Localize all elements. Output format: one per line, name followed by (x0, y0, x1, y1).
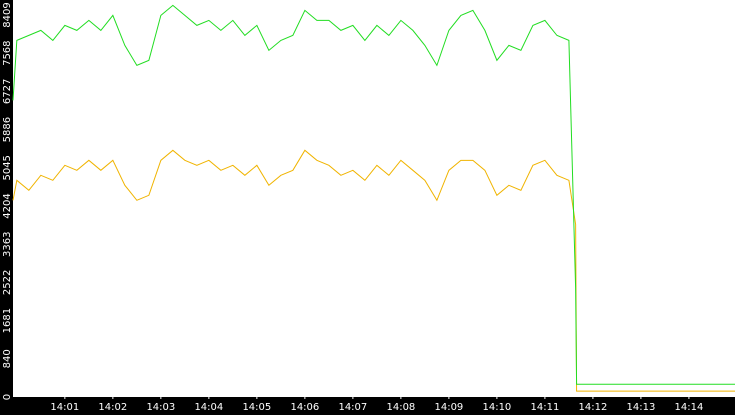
y-tick-label: 2522 (2, 270, 13, 295)
x-tick-label: 14:12 (578, 402, 607, 413)
x-tick-label: 14:05 (242, 402, 271, 413)
x-tick-label: 14:02 (98, 402, 127, 413)
x-tick-label: 14:08 (386, 402, 415, 413)
x-tick-label: 14:03 (146, 402, 175, 413)
x-tick-label: 14:11 (530, 402, 559, 413)
series-line (12, 4, 735, 385)
x-tick-label: 14:14 (675, 402, 704, 413)
x-tick-label: 14:10 (482, 402, 511, 413)
y-tick-label: 3363 (2, 231, 13, 256)
y-tick-label: 7568 (2, 40, 13, 65)
x-tick-label: 14:13 (626, 402, 655, 413)
x-tick-label: 14:09 (434, 402, 463, 413)
y-tick-label: 5886 (2, 117, 13, 142)
y-tick-label: 1681 (2, 308, 13, 333)
y-tick-label: 6727 (2, 79, 13, 104)
series-line (12, 149, 735, 392)
y-tick-label: 840 (2, 349, 13, 368)
y-tick-label: 0 (2, 394, 13, 400)
y-tick-label: 4204 (2, 193, 13, 218)
x-tick-label: 14:04 (194, 402, 223, 413)
x-tick-label: 14:06 (290, 402, 319, 413)
y-axis-strip (0, 0, 13, 415)
y-tick-label: 5045 (2, 155, 13, 180)
x-tick-label: 14:01 (50, 402, 79, 413)
x-axis-strip (0, 397, 735, 415)
x-tick-label: 14:07 (338, 402, 367, 413)
y-tick-label: 8409 (2, 2, 13, 27)
